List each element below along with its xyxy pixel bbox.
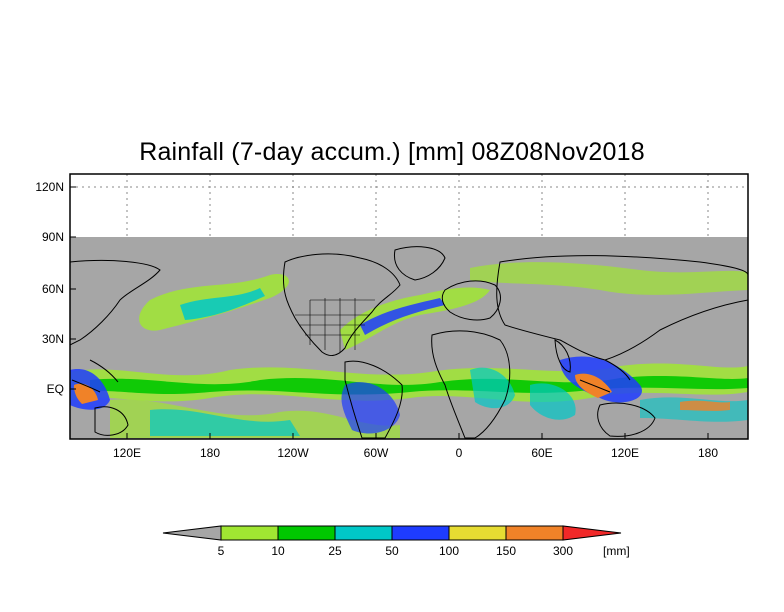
colorbar-bin: [505, 525, 564, 541]
colorbar-above-triangle: [562, 525, 622, 541]
coast-australia-west: [94, 406, 129, 436]
rain-band-south-core: [150, 409, 300, 436]
coast-india: [554, 339, 571, 373]
lat-tick-label: 30N: [42, 332, 64, 346]
tick-marks: [70, 186, 709, 439]
lon-tick-label: 0: [456, 446, 463, 460]
lon-tick-label: 120W: [277, 446, 309, 460]
lat-tick-label: 120N: [35, 180, 64, 194]
lon-tick-label: 120E: [113, 446, 141, 460]
colorbar-bin: [448, 525, 507, 541]
map-upper-blank: [70, 174, 748, 237]
coast-australia: [597, 402, 656, 437]
lon-tick-label: 120E: [611, 446, 639, 460]
coast-greenland: [393, 246, 446, 281]
colorbar: 5 10 25 50 100 150 300 [mm]: [162, 525, 630, 558]
coast-europe: [441, 280, 501, 321]
lon-tick-label: 180: [698, 446, 718, 460]
colorbar-below-triangle: [162, 525, 222, 541]
colorbar-threshold-label: 25: [328, 544, 342, 558]
colorbar-bin: [220, 525, 279, 541]
rain-band-npacific-core: [180, 288, 265, 320]
colorbar-unit-label: [mm]: [603, 544, 630, 558]
colorbar-threshold-label: 300: [553, 544, 573, 558]
map-frame: [69, 173, 749, 440]
colorbar-threshold-label: 10: [271, 544, 285, 558]
colorbar-threshold-label: 50: [385, 544, 399, 558]
coast-south-america: [344, 360, 403, 439]
colorbar-bin: [277, 525, 336, 541]
rain-indian-ocean: [530, 383, 576, 420]
lon-tick-labels: 120E 180 120W 60W 0 60E 120E 180: [113, 446, 718, 460]
coast-asia-east: [69, 259, 161, 346]
colorbar-bin: [391, 525, 450, 541]
coastlines: [69, 246, 749, 439]
coast-maritime-se-asia-west: [71, 359, 119, 393]
lat-tick-label: EQ: [47, 382, 64, 396]
coast-africa: [431, 330, 511, 439]
colorbar-threshold-label: 100: [439, 544, 459, 558]
coast-asia-west: [496, 255, 749, 361]
rain-warm-pool-west-heavy: [74, 383, 98, 404]
colorbar-bin: [334, 525, 393, 541]
lon-tick-label: 60E: [531, 446, 552, 460]
us-state-borders: [295, 298, 375, 352]
lat-tick-labels: 120N 90N 60N 30N EQ: [35, 180, 64, 396]
lat-tick-label: 90N: [42, 230, 64, 244]
rain-south-pacific-heavy: [680, 400, 730, 411]
rain-africa: [470, 367, 515, 409]
rain-band-eurasia: [470, 262, 748, 295]
colorbar-threshold-label: 5: [218, 544, 225, 558]
rain-warm-pool-east: [560, 356, 642, 403]
coast-maritime-se-asia: [579, 359, 631, 393]
coast-north-america: [282, 253, 401, 356]
chart-title: Rainfall (7-day accum.) [mm] 08Z08Nov201…: [139, 138, 645, 166]
map-border: [69, 173, 749, 440]
gridlines: [70, 174, 748, 237]
lon-tick-label: 60W: [364, 446, 389, 460]
lat-tick-label: 60N: [42, 282, 64, 296]
rainfall-swaths: [70, 262, 748, 438]
colorbar-threshold-label: 150: [496, 544, 516, 558]
rain-band-natlantic: [340, 287, 490, 350]
lon-tick-label: 180: [200, 446, 220, 460]
rain-band-natlantic-core: [360, 298, 445, 335]
